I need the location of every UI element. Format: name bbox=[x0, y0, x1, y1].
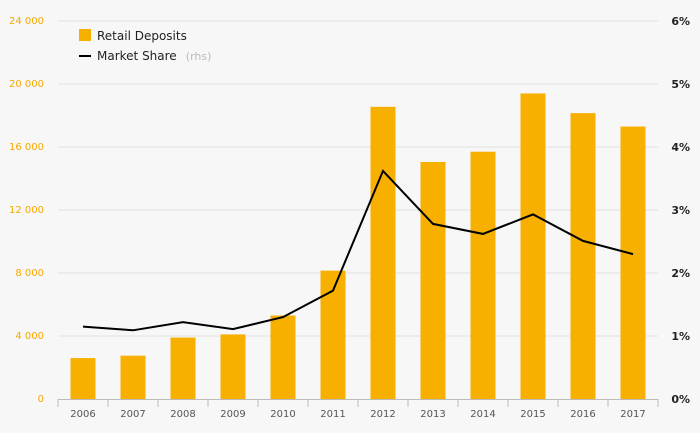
x-tick-label: 2006 bbox=[70, 409, 95, 420]
y-right-tick-label: 3% bbox=[671, 204, 690, 217]
y-right-tick-label: 2% bbox=[671, 267, 690, 280]
bar-2015 bbox=[520, 93, 546, 399]
legend-label-market-share-name: Market Share bbox=[97, 49, 177, 63]
bar-2008 bbox=[170, 337, 196, 399]
x-tick-label: 2008 bbox=[170, 409, 195, 420]
legend-label-market-share-suffix: (rhs) bbox=[186, 50, 212, 63]
x-tick-label: 2007 bbox=[120, 409, 145, 420]
x-tick-label: 2009 bbox=[220, 409, 245, 420]
bar-2017 bbox=[620, 126, 646, 400]
y-axis-left: 0 4 000 8 000 12 000 16 000 20 000 24 000 bbox=[9, 16, 44, 405]
y-right-tick-label: 0% bbox=[671, 393, 690, 406]
y-left-tick-label: 16 000 bbox=[9, 142, 44, 153]
legend: Retail Deposits Market Share (rhs) bbox=[79, 29, 211, 64]
y-right-tick-label: 5% bbox=[671, 78, 690, 91]
bar-2012 bbox=[370, 106, 396, 400]
legend-swatch-retail-deposits bbox=[79, 29, 91, 41]
legend-label-retail-deposits: Retail Deposits bbox=[97, 29, 187, 43]
y-right-tick-label: 4% bbox=[671, 141, 690, 154]
bar-2007 bbox=[120, 355, 146, 399]
x-tick-label: 2014 bbox=[470, 409, 495, 420]
bar-2009 bbox=[220, 334, 246, 399]
x-tick-label: 2015 bbox=[520, 409, 545, 420]
x-tick-label: 2011 bbox=[320, 409, 345, 420]
y-left-tick-label: 4 000 bbox=[15, 331, 44, 342]
y-left-tick-label: 12 000 bbox=[9, 205, 44, 216]
y-left-tick-label: 20 000 bbox=[9, 79, 44, 90]
gridlines bbox=[58, 20, 658, 337]
x-tick-label: 2012 bbox=[370, 409, 395, 420]
x-axis: 2006 2007 2008 2009 2010 2011 2012 2013 2014 2015… bbox=[57, 399, 659, 420]
y-left-tick-label: 24 000 bbox=[9, 16, 44, 27]
bar-2006 bbox=[70, 358, 96, 399]
y-left-tick-label: 8 000 bbox=[15, 268, 44, 279]
market-share-line bbox=[82, 169, 634, 332]
bar-2013 bbox=[420, 161, 446, 399]
y-right-tick-label: 1% bbox=[671, 330, 690, 343]
x-tick-label: 2017 bbox=[620, 409, 645, 420]
y-right-tick-label: 6% bbox=[671, 15, 690, 28]
bar-2010 bbox=[270, 315, 296, 399]
bar-2016 bbox=[570, 113, 596, 399]
x-tick-label: 2013 bbox=[420, 409, 445, 420]
bar-series bbox=[70, 93, 646, 400]
legend-label-market-share: Market Share (rhs) bbox=[97, 45, 211, 64]
y-axis-right: 0% 1% 2% 3% 4% 5% 6% bbox=[671, 15, 690, 406]
x-tick-label: 2016 bbox=[570, 409, 595, 420]
bar-2011 bbox=[320, 270, 346, 399]
x-tick-label: 2010 bbox=[270, 409, 295, 420]
bar-2014 bbox=[470, 151, 496, 399]
y-left-tick-label: 0 bbox=[38, 394, 44, 405]
